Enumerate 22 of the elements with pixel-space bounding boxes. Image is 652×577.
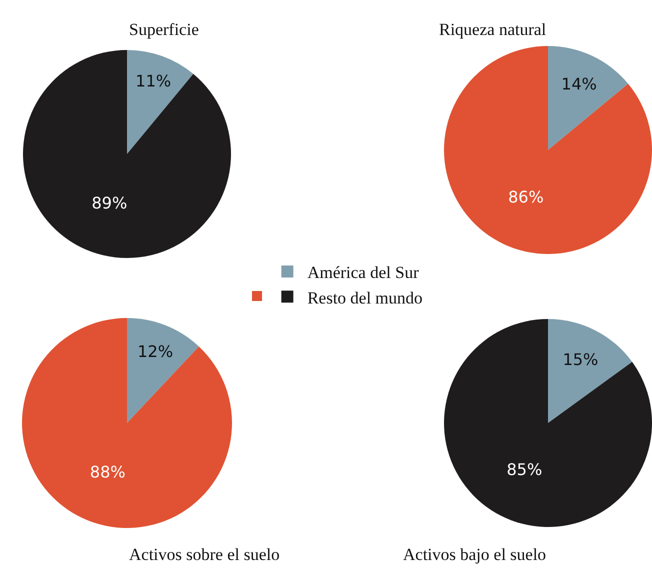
data-label: 15% xyxy=(562,350,598,369)
data-label: 89% xyxy=(92,193,128,212)
pie-slice xyxy=(127,318,199,423)
data-label: 12% xyxy=(137,342,174,362)
pie-slice xyxy=(23,50,231,258)
pie-slice xyxy=(127,50,194,154)
legend-label: Resto del mundo xyxy=(307,288,423,308)
legend-label: América del Sur xyxy=(307,263,420,282)
data-label: 88% xyxy=(90,462,126,482)
pie-slice xyxy=(548,319,632,423)
text: Activos bajo el suelo xyxy=(403,545,546,564)
data-label: 11% xyxy=(136,71,172,90)
data-label: 14% xyxy=(561,74,597,94)
pie-slice xyxy=(22,318,232,528)
chart-title: Superficie xyxy=(129,20,199,39)
pie-slice xyxy=(444,46,652,254)
pie-slice xyxy=(444,319,652,527)
data-label: 86% xyxy=(508,188,544,207)
text: Activos sobre el suelo xyxy=(129,545,280,564)
data-label: 85% xyxy=(506,460,542,479)
pie-slice xyxy=(548,46,628,150)
chart-title: Riqueza natural xyxy=(439,20,546,39)
